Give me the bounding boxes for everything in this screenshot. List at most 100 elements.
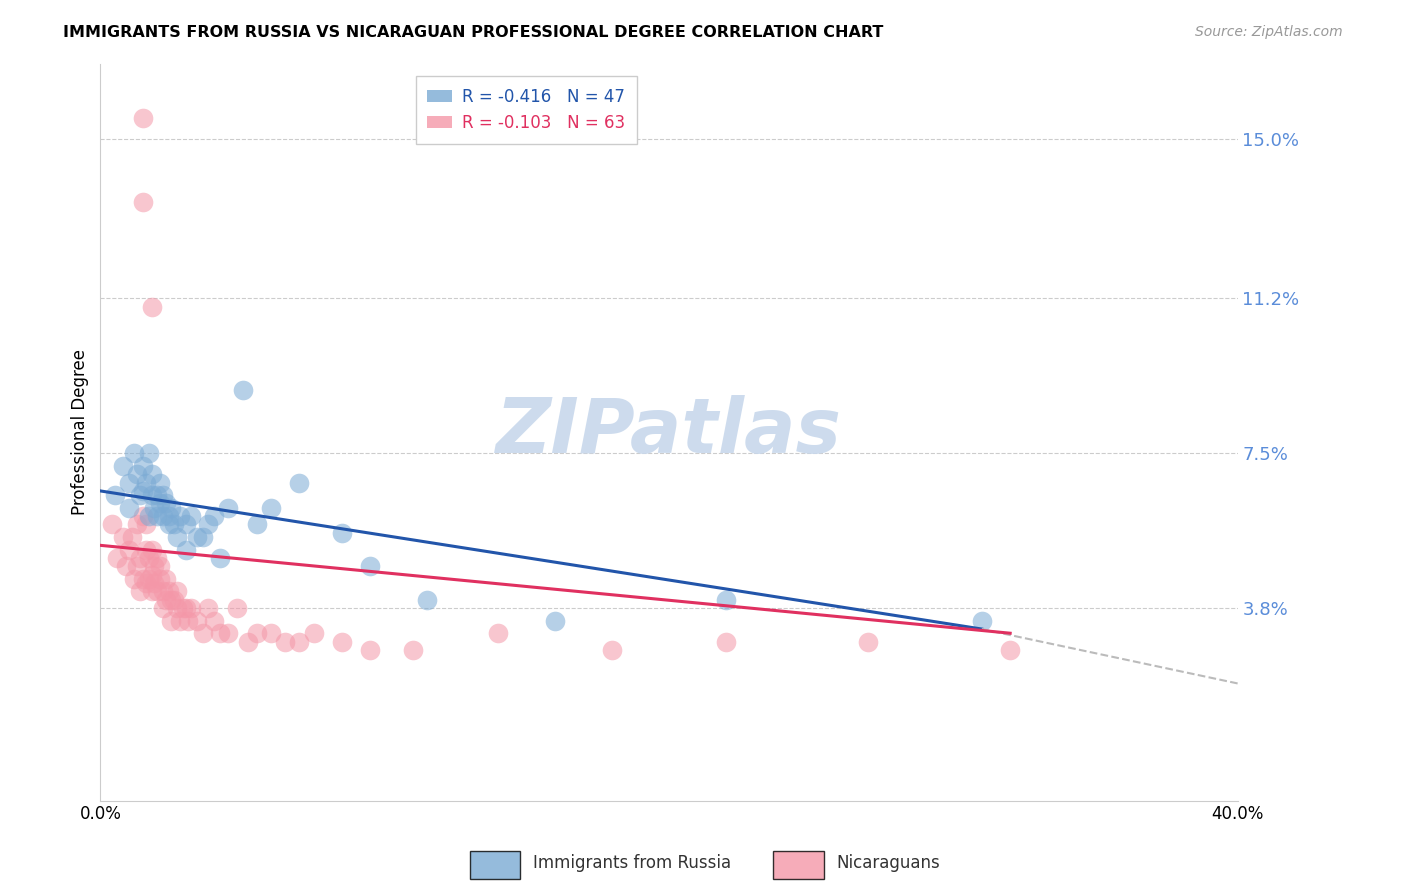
Point: [132, 572, 155, 586]
Point: [129, 584, 152, 599]
Point: [135, 475, 157, 490]
Point: [146, 509, 169, 524]
Point: [152, 601, 174, 615]
Point: [118, 542, 141, 557]
Point: [970, 614, 993, 628]
Point: [127, 467, 149, 482]
Point: [129, 550, 152, 565]
Point: [166, 530, 188, 544]
Point: [160, 592, 183, 607]
Point: [135, 576, 157, 591]
Point: [146, 550, 169, 565]
Point: [141, 467, 163, 482]
Point: [143, 559, 166, 574]
Point: [157, 584, 180, 599]
Point: [186, 614, 208, 628]
Text: Immigrants from Russia: Immigrants from Russia: [533, 854, 731, 872]
Point: [208, 550, 231, 565]
Point: [115, 559, 138, 574]
Point: [160, 500, 183, 515]
Point: [149, 559, 172, 574]
Point: [166, 584, 188, 599]
Point: [155, 496, 177, 510]
Point: [217, 626, 239, 640]
Point: [174, 601, 197, 615]
Point: [163, 592, 186, 607]
Point: [132, 483, 155, 498]
Point: [146, 584, 169, 599]
Point: [359, 559, 381, 574]
Point: [169, 614, 191, 628]
Point: [330, 634, 353, 648]
Point: [302, 626, 325, 640]
Point: [225, 601, 247, 615]
Point: [129, 488, 152, 502]
Point: [149, 572, 172, 586]
Point: [112, 458, 135, 473]
Point: [172, 601, 194, 615]
Point: [191, 626, 214, 640]
Point: [121, 530, 143, 544]
Point: [127, 559, 149, 574]
Point: [180, 601, 202, 615]
Point: [155, 592, 177, 607]
FancyBboxPatch shape: [470, 851, 520, 880]
Point: [260, 500, 283, 515]
Point: [141, 488, 163, 502]
Point: [157, 517, 180, 532]
Point: [132, 458, 155, 473]
Point: [402, 643, 425, 657]
Point: [186, 530, 208, 544]
Point: [155, 572, 177, 586]
Point: [197, 601, 219, 615]
Point: [149, 475, 172, 490]
Point: [714, 634, 737, 648]
Text: Nicaraguans: Nicaraguans: [837, 854, 941, 872]
Text: ZIPatlas: ZIPatlas: [496, 395, 842, 469]
Point: [100, 517, 122, 532]
Point: [174, 542, 197, 557]
Text: Source: ZipAtlas.com: Source: ZipAtlas.com: [1195, 25, 1343, 39]
Point: [152, 584, 174, 599]
Point: [288, 634, 311, 648]
Point: [174, 517, 197, 532]
Point: [202, 614, 225, 628]
Point: [330, 525, 353, 540]
Point: [359, 643, 381, 657]
Point: [141, 300, 163, 314]
Point: [856, 634, 879, 648]
Point: [246, 626, 269, 640]
Point: [246, 517, 269, 532]
Point: [152, 488, 174, 502]
Point: [231, 384, 253, 398]
Point: [288, 475, 311, 490]
Point: [163, 517, 186, 532]
Point: [146, 488, 169, 502]
Point: [107, 550, 129, 565]
Point: [135, 517, 157, 532]
FancyBboxPatch shape: [773, 851, 824, 880]
Point: [127, 517, 149, 532]
Point: [118, 500, 141, 515]
Point: [544, 614, 567, 628]
Point: [132, 112, 155, 126]
Point: [238, 634, 260, 648]
Text: IMMIGRANTS FROM RUSSIA VS NICARAGUAN PROFESSIONAL DEGREE CORRELATION CHART: IMMIGRANTS FROM RUSSIA VS NICARAGUAN PRO…: [63, 25, 883, 40]
Point: [160, 614, 183, 628]
Point: [138, 572, 160, 586]
Point: [138, 509, 160, 524]
Point: [180, 509, 202, 524]
Point: [132, 195, 155, 210]
Point: [152, 509, 174, 524]
Point: [274, 634, 297, 648]
Point: [197, 517, 219, 532]
Point: [124, 446, 146, 460]
Point: [169, 509, 191, 524]
Point: [141, 542, 163, 557]
Point: [191, 530, 214, 544]
Point: [149, 496, 172, 510]
Point: [486, 626, 509, 640]
Point: [138, 446, 160, 460]
Legend: R = -0.416   N = 47, R = -0.103   N = 63: R = -0.416 N = 47, R = -0.103 N = 63: [416, 76, 637, 144]
Point: [124, 572, 146, 586]
